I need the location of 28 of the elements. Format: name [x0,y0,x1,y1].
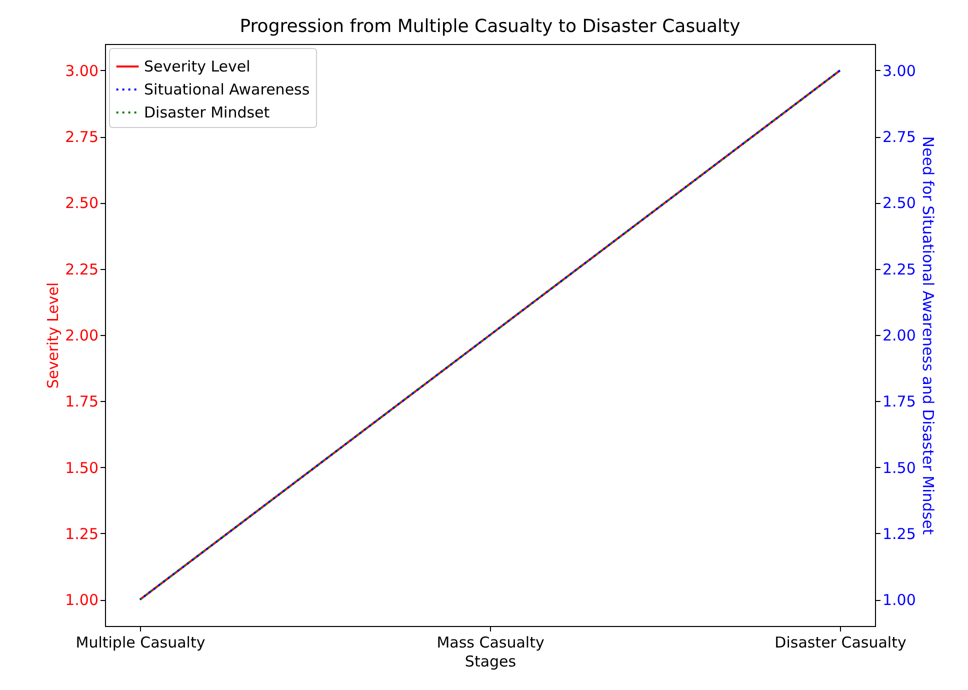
y2-tick-label: 1.75 [882,392,916,411]
y-tick-label: 2.00 [65,326,98,344]
legend-label: Situational Awareness [144,80,310,98]
y-tick-label: 2.25 [65,260,98,278]
y-tick-label: 2.50 [65,194,98,212]
x-tick-label: Mass Casualty [436,634,544,652]
x-tick-label: Multiple Casualty [76,634,206,652]
legend-label: Severity Level [144,58,250,76]
y2-tick-label: 2.00 [882,326,916,344]
y2-tick-label: 2.25 [882,260,916,278]
chart-title: Progression from Multiple Casualty to Disaster Casualty [240,16,741,37]
y2-tick-label: 3.00 [882,62,916,80]
y2-tick-label: 2.75 [882,128,916,146]
x-tick-label: Disaster Casualty [774,634,906,652]
y-axis-title: Severity Level [44,282,62,389]
y2-tick-label: 1.25 [882,524,916,543]
y-tick-label: 2.75 [65,128,98,146]
y-tick-label: 3.00 [65,62,98,80]
legend-label: Disaster Mindset [144,104,270,122]
x-axis-title: Stages [464,652,516,670]
y-tick-label: 1.00 [65,591,98,610]
y2-tick-label: 1.50 [882,458,916,477]
y-tick-label: 1.75 [65,392,98,411]
y2-axis-title: Need for Situational Awareness and Disaster Mindset [918,136,937,535]
y-tick-label: 1.50 [65,458,98,477]
y-tick-label: 1.25 [65,524,98,543]
y2-tick-label: 1.00 [882,591,916,610]
y2-tick-label: 2.50 [882,194,916,212]
